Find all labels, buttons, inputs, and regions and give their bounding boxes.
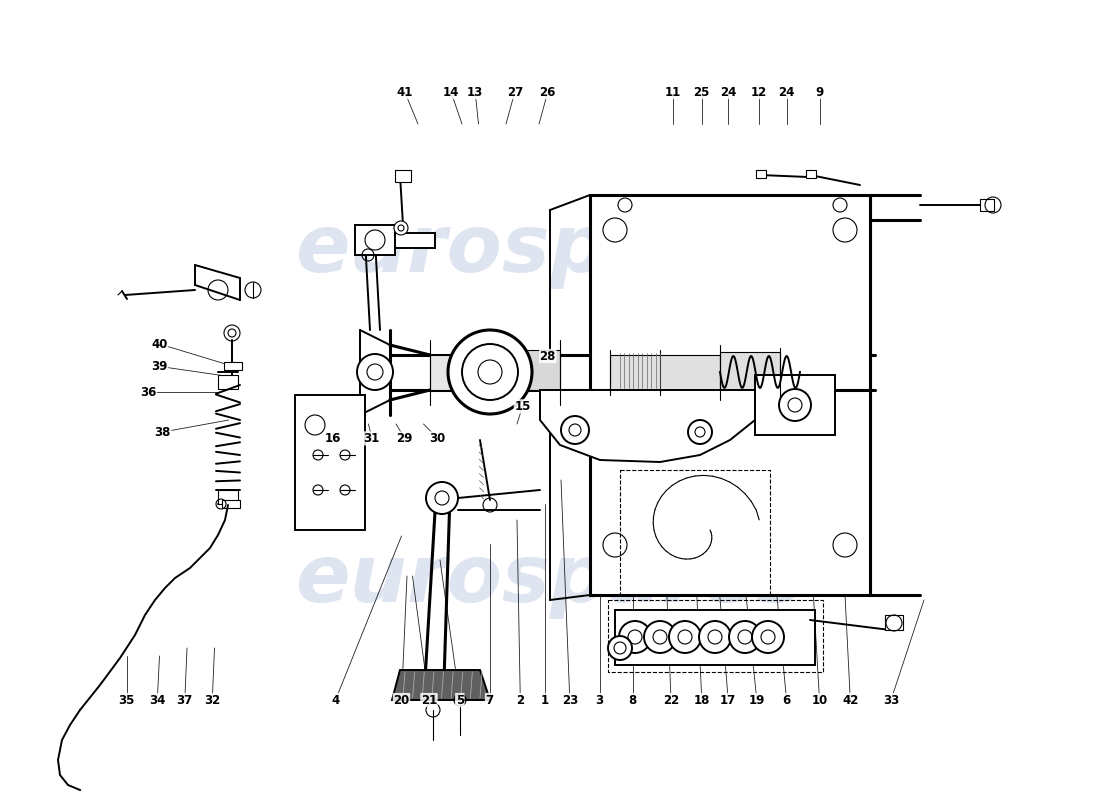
Bar: [218, 490, 238, 504]
Text: 26: 26: [540, 86, 556, 98]
Circle shape: [669, 621, 701, 653]
Text: 7: 7: [485, 694, 494, 706]
Text: eurospares: eurospares: [296, 541, 804, 619]
Text: 5: 5: [455, 694, 464, 706]
Text: 21: 21: [421, 694, 437, 706]
Text: 1: 1: [540, 694, 549, 706]
Text: 39: 39: [152, 360, 167, 373]
Circle shape: [394, 221, 408, 235]
Circle shape: [644, 621, 676, 653]
Bar: [222, 500, 240, 508]
Text: 40: 40: [152, 338, 167, 350]
Bar: [590, 195, 870, 595]
Bar: [218, 375, 238, 389]
Text: 17: 17: [720, 694, 736, 706]
Bar: [720, 352, 780, 390]
Bar: [430, 355, 510, 390]
Text: 32: 32: [205, 694, 220, 706]
Circle shape: [688, 420, 712, 444]
Bar: [510, 350, 560, 390]
Bar: [755, 375, 835, 435]
Circle shape: [619, 621, 651, 653]
Text: 25: 25: [694, 86, 710, 98]
Text: 31: 31: [364, 432, 380, 445]
Bar: [355, 225, 395, 255]
Text: 3: 3: [595, 694, 604, 706]
Bar: [806, 170, 816, 178]
Text: 8: 8: [628, 694, 637, 706]
Text: 12: 12: [751, 86, 767, 98]
Circle shape: [448, 330, 532, 414]
Circle shape: [561, 416, 588, 444]
Bar: [610, 355, 720, 390]
Text: 9: 9: [815, 86, 824, 98]
Bar: [608, 600, 823, 672]
Text: 28: 28: [540, 350, 556, 362]
Text: eurospares: eurospares: [296, 211, 804, 289]
Text: 42: 42: [843, 694, 858, 706]
Text: 20: 20: [394, 694, 409, 706]
Text: 18: 18: [694, 694, 710, 706]
Text: 23: 23: [562, 694, 578, 706]
Text: 41: 41: [397, 86, 412, 98]
Bar: [295, 395, 365, 530]
Text: 2: 2: [516, 694, 525, 706]
Circle shape: [779, 389, 811, 421]
Bar: [395, 170, 411, 182]
Bar: [620, 470, 770, 595]
Text: 37: 37: [177, 694, 192, 706]
Bar: [980, 199, 994, 211]
Bar: [224, 362, 242, 370]
Circle shape: [426, 482, 458, 514]
Text: 34: 34: [150, 694, 165, 706]
Circle shape: [752, 621, 784, 653]
Text: 13: 13: [468, 86, 483, 98]
Text: 29: 29: [397, 432, 412, 445]
Text: 22: 22: [663, 694, 679, 706]
Bar: [756, 170, 766, 178]
Text: 14: 14: [443, 86, 459, 98]
Text: 33: 33: [883, 694, 899, 706]
Text: 16: 16: [326, 432, 341, 445]
Text: 4: 4: [331, 694, 340, 706]
Bar: [886, 615, 903, 630]
Text: 15: 15: [515, 400, 530, 413]
Text: 27: 27: [507, 86, 522, 98]
Text: 24: 24: [720, 86, 736, 98]
Bar: [615, 610, 815, 665]
Circle shape: [698, 621, 732, 653]
Text: 35: 35: [119, 694, 134, 706]
Polygon shape: [540, 390, 755, 462]
Text: 11: 11: [666, 86, 681, 98]
Text: 19: 19: [749, 694, 764, 706]
Text: 6: 6: [782, 694, 791, 706]
Circle shape: [358, 354, 393, 390]
Text: 10: 10: [812, 694, 827, 706]
Circle shape: [608, 636, 632, 660]
Polygon shape: [392, 670, 490, 700]
Circle shape: [729, 621, 761, 653]
Text: 38: 38: [155, 426, 170, 438]
Text: 36: 36: [141, 386, 156, 398]
Bar: [395, 233, 434, 248]
Text: 24: 24: [779, 86, 794, 98]
Text: 30: 30: [430, 432, 446, 445]
